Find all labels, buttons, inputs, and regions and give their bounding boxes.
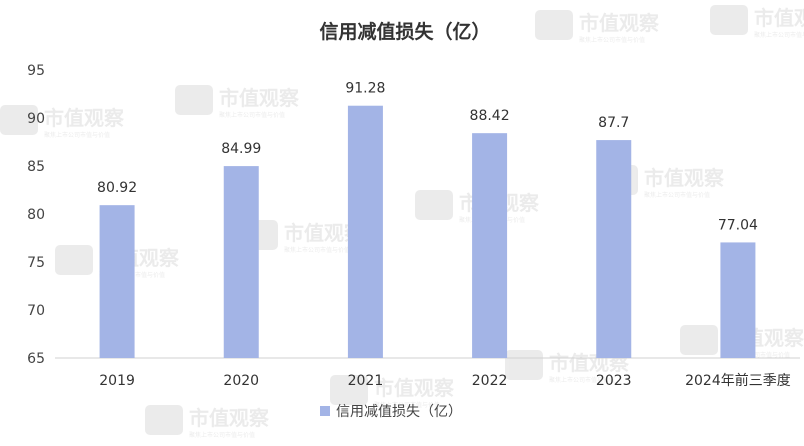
watermark-logo-icon (55, 245, 93, 275)
watermark-logo-icon (0, 105, 38, 135)
bar (223, 166, 259, 358)
watermark-logo-icon (175, 85, 213, 115)
y-tick-label: 80 (27, 207, 45, 223)
bar (347, 105, 383, 358)
watermark-logo-icon (415, 190, 453, 220)
watermark-tagline: 聚焦上市公司市值与价值 (644, 191, 710, 199)
bar (472, 133, 508, 358)
legend: 信用减值损失（亿） (320, 404, 462, 420)
y-tick-label: 70 (27, 303, 45, 319)
x-tick-label: 2023 (596, 373, 632, 389)
legend-swatch (320, 406, 330, 416)
x-tick-label: 2024年前三季度 (685, 372, 791, 389)
watermark-brand: 市值观察 (579, 11, 660, 35)
watermark-tagline: 聚焦上市公司市值与价值 (189, 431, 255, 439)
watermark-logo-icon (535, 10, 573, 40)
bar-value-label: 91.28 (345, 81, 385, 97)
watermark-brand: 市值观察 (219, 86, 300, 110)
watermark-tagline: 聚焦上市公司市值与价值 (754, 31, 804, 39)
watermark-tagline: 聚焦上市公司市值与价值 (579, 36, 645, 44)
y-tick-label: 75 (27, 255, 45, 271)
y-tick-label: 95 (27, 63, 45, 79)
watermark-layer: 市值观察聚焦上市公司市值与价值市值观察聚焦上市公司市值与价值市值观察聚焦上市公司… (0, 5, 804, 439)
watermark-brand: 市值观察 (644, 166, 725, 190)
watermark-logo-icon (680, 325, 718, 355)
watermark-tagline: 聚焦上市公司市值与价值 (284, 246, 350, 254)
watermark-logo-icon (710, 5, 748, 35)
bars-layer: 80.92 2019 84.99 2020 91.28 2021 88.42 2022 87.7… (97, 81, 791, 389)
legend-label: 信用减值损失（亿） (336, 404, 462, 420)
bar-value-label: 88.42 (470, 108, 510, 124)
x-tick-label: 2021 (348, 373, 384, 389)
bar (99, 205, 135, 358)
x-tick-label: 2020 (223, 373, 259, 389)
bar-value-label: 87.7 (598, 115, 629, 131)
watermark-brand: 市值观察 (754, 6, 804, 30)
watermark-logo-icon (330, 375, 368, 405)
bar-value-label: 84.99 (221, 141, 261, 157)
y-tick-label: 85 (27, 159, 45, 175)
watermark-tagline: 聚焦上市公司市值与价值 (374, 401, 440, 409)
y-tick-label: 90 (27, 111, 45, 127)
watermark-brand: 市值观察 (44, 106, 125, 130)
bar (596, 140, 632, 358)
y-tick-label: 65 (27, 351, 45, 367)
bar-value-label: 77.04 (718, 217, 758, 233)
watermark-brand: 市值观察 (189, 406, 270, 430)
x-tick-label: 2019 (99, 373, 135, 389)
watermark-tagline: 聚焦上市公司市值与价值 (44, 131, 110, 139)
watermark-brand: 市值观察 (374, 376, 455, 400)
y-axis: 65 70 75 80 85 90 95 (27, 63, 45, 367)
watermark-logo-icon (505, 350, 543, 380)
watermark-tagline: 聚焦上市公司市值与价值 (549, 376, 615, 384)
bar (720, 242, 756, 358)
watermark-tagline: 聚焦上市公司市值与价值 (219, 111, 285, 119)
bar-value-label: 80.92 (97, 180, 137, 196)
x-tick-label: 2022 (472, 373, 508, 389)
chart-title: 信用减值损失（亿） (319, 20, 490, 43)
watermark-tagline: 聚焦上市公司市值与价值 (724, 351, 790, 359)
watermark-logo-icon (145, 405, 183, 435)
